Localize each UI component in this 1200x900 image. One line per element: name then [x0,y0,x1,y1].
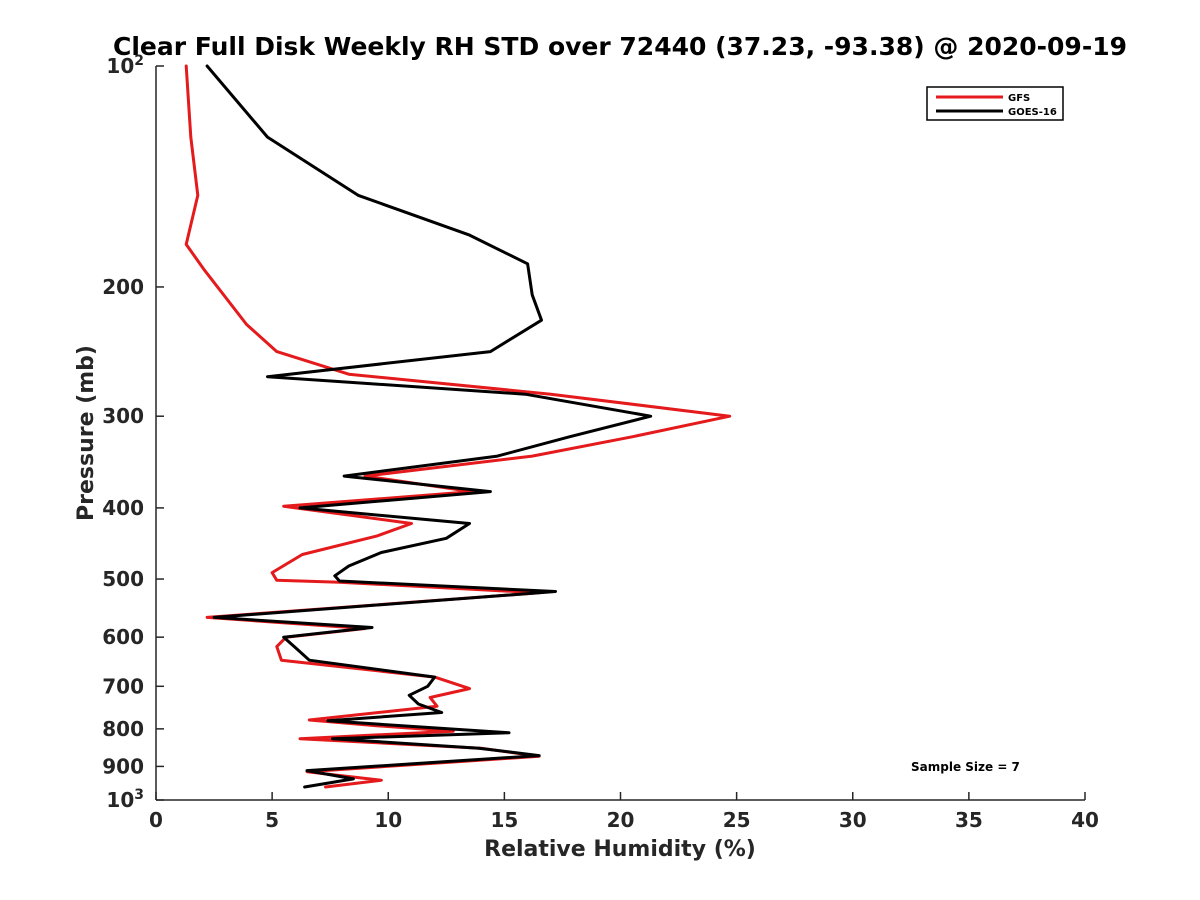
y-tick-label: 102 [106,53,144,78]
series-line-goes-16 [205,64,653,789]
legend-label-goes-16: GOES-16 [1008,107,1057,118]
x-tick-label: 5 [265,808,279,832]
x-tick-label: 30 [839,808,867,832]
y-tick-label: 400 [102,496,144,520]
x-tick-label: 0 [149,808,163,832]
sample-size-annotation: Sample Size = 7 [911,760,1020,774]
x-tick-label: 20 [607,808,635,832]
y-axis-label: Pressure (mb) [74,345,99,521]
x-tick-label: 40 [1071,808,1099,832]
y-tick-label: 200 [102,275,144,299]
chart-title: Clear Full Disk Weekly RH STD over 72440… [113,32,1127,61]
x-tick-label: 15 [490,808,518,832]
y-tick-label: 103 [106,787,144,812]
x-axis-label: Relative Humidity (%) [484,837,756,862]
plot-area: 0 5 10 15 20 25 30 35 40 102 200 300 400 500 600 700 800… [102,53,1099,832]
y-tick-label: 700 [102,674,144,698]
x-tick-label: 35 [955,808,983,832]
y-tick-label: 900 [102,754,144,778]
legend-label-gfs: GFS [1008,93,1030,104]
y-tick-label: 600 [102,625,144,649]
series-line-gfs [184,64,732,789]
y-tick-label: 300 [102,404,144,428]
x-tick-label: 10 [374,808,402,832]
y-tick-label: 500 [102,567,144,591]
x-tick-label: 25 [723,808,751,832]
y-tick-label: 800 [102,717,144,741]
legend: GFS GOES-16 [926,86,1064,121]
legend-box [926,86,1064,121]
